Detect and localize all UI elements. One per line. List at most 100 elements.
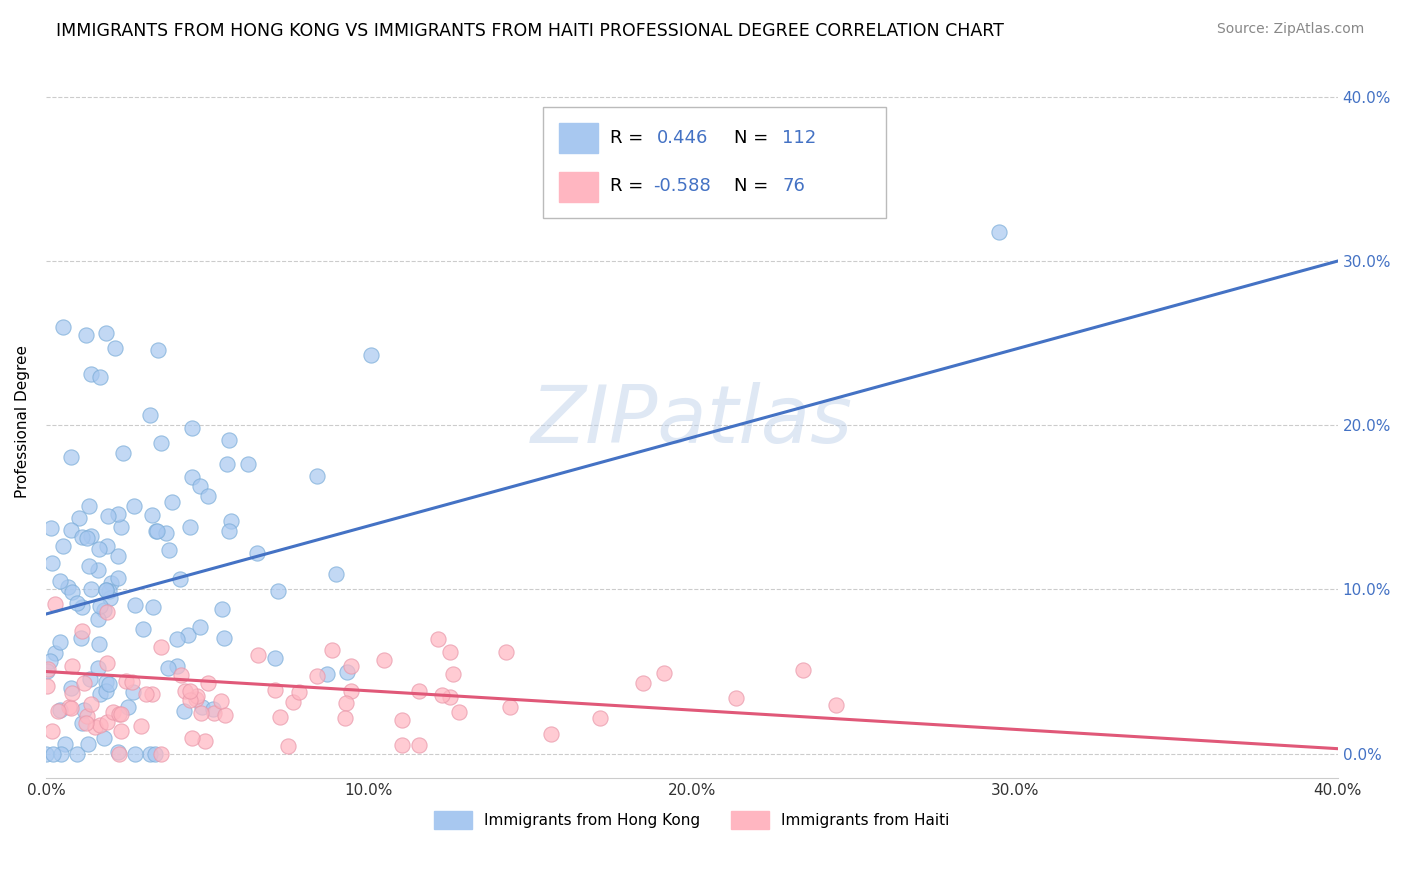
Point — [441, 667, 464, 681]
Point — [264, 651, 287, 665]
Point — [360, 348, 382, 362]
Point — [51, 747, 73, 761]
Point — [48, 574, 70, 589]
Text: N =: N = — [734, 128, 775, 146]
Point — [96, 583, 118, 598]
Point — [447, 705, 470, 719]
Point — [288, 684, 311, 698]
Point — [66, 747, 89, 761]
Point — [142, 600, 165, 615]
Point — [100, 591, 122, 606]
Point — [146, 524, 169, 538]
Text: Source: ZipAtlas.com: Source: ZipAtlas.com — [1216, 22, 1364, 37]
Point — [439, 645, 461, 659]
Point — [97, 583, 120, 598]
Point — [41, 723, 63, 738]
Point — [72, 599, 94, 614]
Point — [60, 659, 83, 673]
Point — [197, 676, 219, 690]
Point — [35, 664, 58, 678]
Point — [86, 661, 108, 675]
Point — [218, 524, 240, 538]
Point — [80, 582, 103, 596]
Point — [188, 479, 211, 493]
Point — [59, 701, 82, 715]
Point — [141, 508, 163, 522]
Point — [96, 714, 118, 729]
Point — [49, 635, 72, 649]
Point — [56, 580, 79, 594]
Point — [77, 559, 100, 574]
Point — [115, 674, 138, 689]
Point — [267, 584, 290, 599]
Point — [202, 706, 225, 720]
Point — [391, 738, 413, 752]
Point — [60, 523, 83, 537]
Point — [107, 571, 129, 585]
Point — [179, 520, 201, 534]
Point — [149, 640, 172, 654]
Point — [150, 435, 173, 450]
Y-axis label: Professional Degree: Professional Degree — [15, 344, 30, 498]
Point — [174, 684, 197, 698]
Point — [110, 707, 132, 722]
Point — [44, 597, 66, 611]
Text: -0.588: -0.588 — [652, 178, 711, 195]
Point — [135, 688, 157, 702]
Point — [75, 328, 97, 343]
Point — [139, 409, 162, 423]
Point — [139, 747, 162, 761]
Point — [76, 531, 98, 545]
Point — [122, 684, 145, 698]
Point — [824, 698, 846, 712]
Point — [143, 747, 166, 761]
Point — [39, 654, 62, 668]
Point — [79, 697, 101, 711]
Point — [96, 540, 118, 554]
Point — [60, 686, 83, 700]
Point — [157, 543, 180, 558]
Point — [340, 658, 363, 673]
Point — [94, 583, 117, 598]
Point — [160, 495, 183, 509]
Point — [70, 530, 93, 544]
Point — [170, 668, 193, 682]
Point — [589, 711, 612, 725]
Point — [408, 738, 430, 752]
Point — [66, 596, 89, 610]
Point — [89, 599, 111, 614]
Point — [155, 526, 177, 541]
Point — [108, 707, 131, 722]
Text: ZIPatlas: ZIPatlas — [530, 382, 853, 460]
Point — [214, 708, 236, 723]
Point — [67, 510, 90, 524]
Point — [79, 672, 101, 686]
Point — [97, 677, 120, 691]
Point — [340, 683, 363, 698]
Point — [89, 687, 111, 701]
Point — [41, 557, 63, 571]
Point — [186, 689, 208, 703]
Point — [211, 601, 233, 615]
Point — [42, 747, 65, 761]
Point — [73, 703, 96, 717]
Point — [70, 624, 93, 638]
Point — [157, 661, 180, 675]
Point — [150, 747, 173, 761]
Point — [179, 684, 201, 698]
Point — [110, 723, 132, 738]
Point — [87, 541, 110, 556]
Point — [87, 563, 110, 577]
Point — [179, 692, 201, 706]
Point — [58, 699, 80, 714]
Point — [236, 457, 259, 471]
Legend: Immigrants from Hong Kong, Immigrants from Haiti: Immigrants from Hong Kong, Immigrants fr… — [427, 805, 956, 835]
Point — [100, 575, 122, 590]
Point — [269, 710, 291, 724]
Point — [190, 706, 212, 721]
Point — [60, 585, 83, 599]
Point — [77, 737, 100, 751]
Text: R =: R = — [610, 178, 650, 195]
Point — [84, 720, 107, 734]
Point — [107, 508, 129, 522]
